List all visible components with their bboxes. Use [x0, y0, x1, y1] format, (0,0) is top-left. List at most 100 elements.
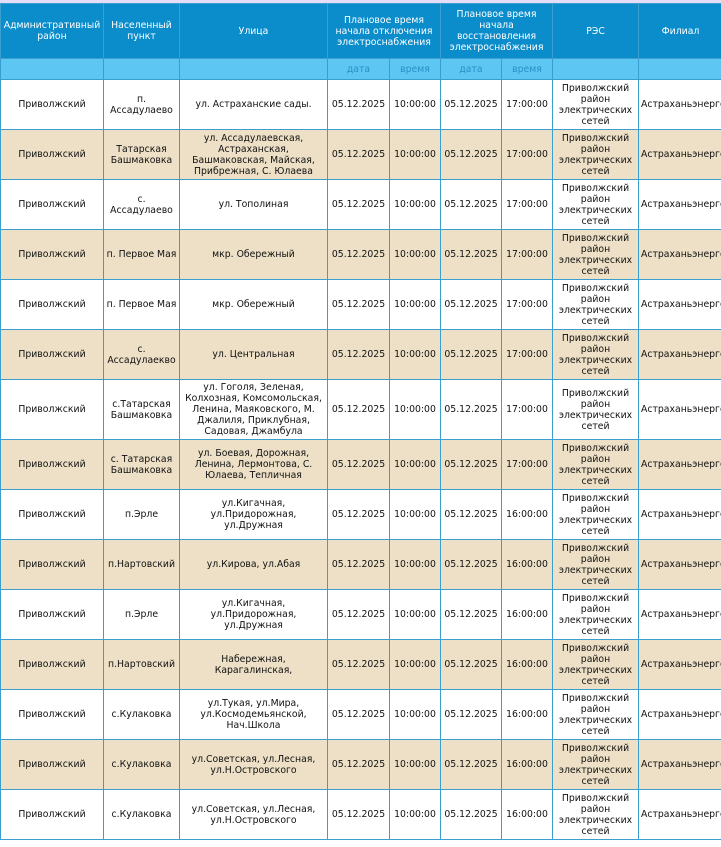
- cell-street: ул.Кирова, ул.Абая: [179, 539, 328, 590]
- subheader-empty: [179, 58, 328, 80]
- table-row: Приволжский с. Ассадулаекво ул. Центральна…: [0, 329, 721, 380]
- cell-off-date: 05.12.2025: [327, 689, 390, 740]
- cell-district: Приволжский: [0, 489, 104, 540]
- cell-street: ул. Боевая, Дорожная, Ленина, Лермонтова…: [179, 439, 328, 490]
- cell-off-date: 05.12.2025: [327, 229, 390, 280]
- subheader-empty: [0, 58, 104, 80]
- header-on-time[interactable]: Плановое время начала восстановления эле…: [439, 3, 554, 59]
- table-row: Приволжский п.Нартовский Набережная, Караг…: [0, 639, 721, 690]
- table-row: Приволжский с.Кулаковка ул.Советская, ул.Л…: [0, 789, 721, 840]
- cell-on-time: 16:00:00: [500, 739, 554, 790]
- header-district[interactable]: Административный район: [0, 3, 104, 59]
- cell-on-date: 05.12.2025: [440, 439, 502, 490]
- cell-res: Приволжский район электрических сетей: [552, 639, 640, 690]
- header-street[interactable]: Улица: [179, 3, 328, 59]
- cell-off-date: 05.12.2025: [327, 379, 390, 440]
- cell-off-date: 05.12.2025: [327, 279, 390, 330]
- subheader-on-date: дата: [440, 58, 502, 80]
- subheader-empty: [103, 58, 180, 80]
- cell-on-date: 05.12.2025: [440, 79, 502, 130]
- cell-branch: Астраханьэнерго: [638, 539, 721, 590]
- cell-on-time: 17:00:00: [500, 229, 554, 280]
- cell-on-date: 05.12.2025: [440, 229, 502, 280]
- cell-off-date: 05.12.2025: [327, 739, 390, 790]
- cell-on-date: 05.12.2025: [440, 279, 502, 330]
- header-res[interactable]: РЭС: [552, 3, 640, 59]
- table-row: Приволжский п.Эрле ул.Кигачная, ул.Придоро…: [0, 589, 721, 640]
- cell-on-date: 05.12.2025: [440, 179, 502, 230]
- cell-off-date: 05.12.2025: [327, 439, 390, 490]
- cell-street: ул. Астраханские сады.: [179, 79, 328, 130]
- subheader-row: дата время дата время: [0, 58, 721, 80]
- cell-off-time: 10:00:00: [389, 229, 441, 280]
- cell-off-date: 05.12.2025: [327, 329, 390, 380]
- cell-on-time: 16:00:00: [500, 589, 554, 640]
- cell-locality: с. Ассадулаекво: [103, 329, 180, 380]
- cell-res: Приволжский район электрических сетей: [552, 689, 640, 740]
- table-row: Приволжский с. Татарская Башмаковка ул. Бо…: [0, 439, 721, 490]
- cell-on-time: 16:00:00: [500, 689, 554, 740]
- table-row: Приволжский с.Татарская Башмаковка ул. Гог…: [0, 379, 721, 440]
- cell-branch: Астраханьэнерго: [638, 589, 721, 640]
- cell-on-time: 17:00:00: [500, 279, 554, 330]
- table-row: Приволжский п. Первое Мая мкр. Обережный 05…: [0, 229, 721, 280]
- cell-off-time: 10:00:00: [389, 79, 441, 130]
- cell-res: Приволжский район электрических сетей: [552, 79, 640, 130]
- cell-on-time: 16:00:00: [500, 639, 554, 690]
- table-row: Приволжский п.Эрле ул.Кигачная, ул.Придоро…: [0, 489, 721, 540]
- cell-district: Приволжский: [0, 439, 104, 490]
- cell-district: Приволжский: [0, 129, 104, 180]
- cell-street: ул.Советская, ул.Лесная, ул.Н.Островског…: [179, 739, 328, 790]
- cell-locality: с.Кулаковка: [103, 739, 180, 790]
- cell-district: Приволжский: [0, 229, 104, 280]
- cell-off-time: 10:00:00: [389, 539, 441, 590]
- cell-street: ул. Гоголя, Зеленая, Колхозная, Комсомол…: [179, 379, 328, 440]
- cell-street: ул.Кигачная, ул.Придорожная, ул.Дружная: [179, 489, 328, 540]
- cell-on-time: 17:00:00: [500, 439, 554, 490]
- subheader-empty: [638, 58, 721, 80]
- subheader-off-date: дата: [327, 58, 390, 80]
- cell-on-date: 05.12.2025: [440, 539, 502, 590]
- cell-district: Приволжский: [0, 739, 104, 790]
- cell-off-time: 10:00:00: [389, 489, 441, 540]
- cell-off-date: 05.12.2025: [327, 129, 390, 180]
- cell-on-date: 05.12.2025: [440, 789, 502, 840]
- table-row: Приволжский с.Кулаковка ул.Тукая, ул.Мира,…: [0, 689, 721, 740]
- cell-branch: Астраханьэнерго: [638, 79, 721, 130]
- header-branch[interactable]: Филиал: [638, 3, 721, 59]
- cell-street: ул. Ассадулаевская, Астраханская, Башмак…: [179, 129, 328, 180]
- cell-street: ул.Советская, ул.Лесная, ул.Н.Островског…: [179, 789, 328, 840]
- header-locality[interactable]: Населенный пункт: [103, 3, 180, 59]
- cell-on-date: 05.12.2025: [440, 489, 502, 540]
- cell-street: мкр. Обережный: [179, 279, 328, 330]
- cell-on-time: 17:00:00: [500, 79, 554, 130]
- cell-locality: п.Нартовский: [103, 639, 180, 690]
- cell-on-date: 05.12.2025: [440, 639, 502, 690]
- cell-branch: Астраханьэнерго: [638, 329, 721, 380]
- cell-locality: с.Кулаковка: [103, 789, 180, 840]
- cell-res: Приволжский район электрических сетей: [552, 489, 640, 540]
- cell-branch: Астраханьэнерго: [638, 789, 721, 840]
- cell-locality: п. Первое Мая: [103, 279, 180, 330]
- header-off-time[interactable]: Плановое время начала отключения электро…: [327, 3, 441, 59]
- subheader-off-time: время: [389, 58, 441, 80]
- cell-off-time: 10:00:00: [389, 279, 441, 330]
- outage-table: Административный район Населенный пункт …: [0, 3, 721, 840]
- cell-off-time: 10:00:00: [389, 589, 441, 640]
- cell-locality: с.Кулаковка: [103, 689, 180, 740]
- table-row: Приволжский с. Ассадулаево ул. Тополиная 05…: [0, 179, 721, 230]
- cell-street: ул. Центральная: [179, 329, 328, 380]
- cell-on-date: 05.12.2025: [440, 589, 502, 640]
- cell-branch: Астраханьэнерго: [638, 489, 721, 540]
- cell-district: Приволжский: [0, 689, 104, 740]
- cell-on-date: 05.12.2025: [440, 329, 502, 380]
- cell-off-date: 05.12.2025: [327, 79, 390, 130]
- cell-on-time: 16:00:00: [500, 489, 554, 540]
- cell-off-time: 10:00:00: [389, 789, 441, 840]
- subheader-empty: [552, 58, 640, 80]
- cell-off-time: 10:00:00: [389, 329, 441, 380]
- cell-res: Приволжский район электрических сетей: [552, 439, 640, 490]
- cell-off-time: 10:00:00: [389, 739, 441, 790]
- cell-branch: Астраханьэнерго: [638, 229, 721, 280]
- cell-district: Приволжский: [0, 79, 104, 130]
